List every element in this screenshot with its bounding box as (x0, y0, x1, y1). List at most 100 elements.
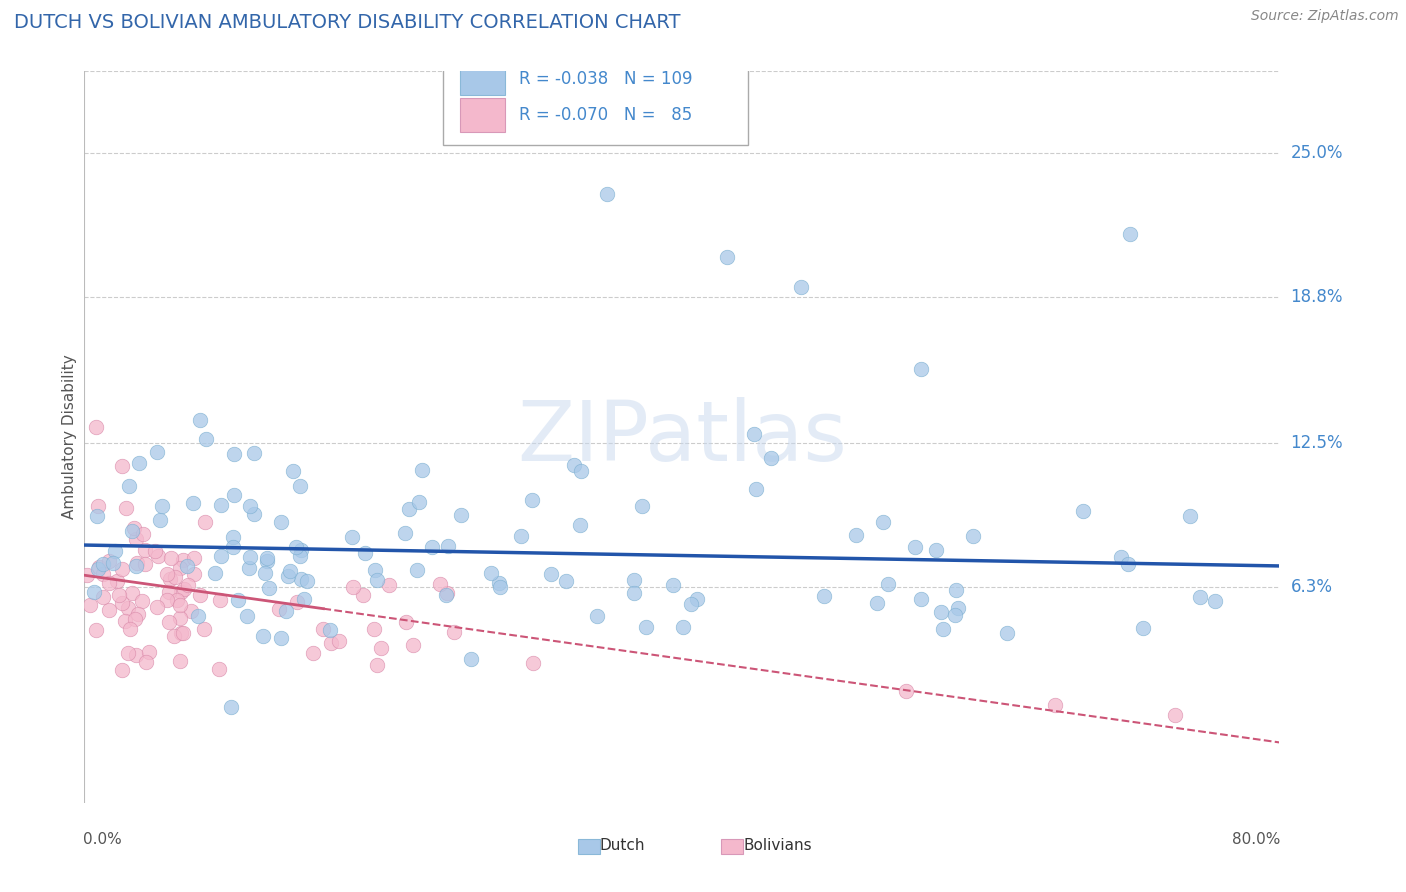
Point (434, 588, 457, 602)
Point (366, 573, 388, 587)
Point (219, 699, 242, 714)
Point (270, 516, 292, 530)
Point (188, 413, 211, 427)
Text: DUTCH VS BOLIVIAN AMBULATORY DISABILITY CORRELATION CHART: DUTCH VS BOLIVIAN AMBULATORY DISABILITY … (14, 13, 681, 32)
FancyBboxPatch shape (460, 98, 505, 132)
Point (193, 622, 215, 636)
Point (183, 551, 205, 566)
Point (134, 557, 156, 571)
Point (156, 567, 179, 582)
Text: 25.0%: 25.0% (1291, 144, 1343, 161)
Point (813, 589, 835, 603)
Point (79, 598, 101, 612)
Point (429, 576, 451, 591)
Point (366, 658, 388, 673)
Point (177, 577, 200, 591)
Point (554, 574, 576, 589)
Point (285, 595, 308, 609)
Point (285, 541, 308, 555)
Point (188, 588, 211, 602)
Point (117, 646, 139, 660)
Point (209, 498, 232, 512)
Text: R = -0.070   N =   85: R = -0.070 N = 85 (519, 106, 693, 124)
Point (436, 586, 458, 600)
Text: 0.0%: 0.0% (83, 832, 122, 847)
Point (716, 250, 738, 264)
Point (239, 499, 262, 513)
Point (104, 544, 127, 558)
Point (744, 426, 766, 441)
Point (623, 585, 645, 599)
Point (169, 654, 191, 668)
Point (194, 515, 217, 529)
Point (845, 528, 868, 542)
Point (378, 578, 401, 592)
Point (1111, 550, 1133, 565)
Point (108, 588, 131, 602)
Point (394, 525, 416, 540)
Point (170, 585, 193, 599)
Point (149, 513, 172, 527)
Text: Source: ZipAtlas.com: Source: ZipAtlas.com (1251, 9, 1399, 23)
Point (84, 624, 107, 638)
Point (340, 530, 363, 544)
Point (91, 591, 114, 605)
Point (121, 524, 143, 539)
Point (319, 624, 342, 638)
Point (634, 620, 657, 634)
Point (562, 458, 585, 472)
Point (910, 361, 932, 376)
Point (872, 515, 894, 529)
Point (283, 463, 305, 477)
Point (236, 608, 259, 623)
Point (1071, 504, 1094, 518)
Point (143, 543, 166, 558)
Point (105, 574, 128, 588)
Point (398, 502, 420, 516)
Point (479, 566, 502, 580)
Point (623, 573, 645, 587)
Point (450, 508, 472, 523)
Point (252, 629, 274, 643)
Text: Bolivians: Bolivians (744, 838, 811, 853)
Point (894, 684, 917, 698)
Point (460, 652, 482, 666)
Point (569, 517, 592, 532)
Point (159, 573, 181, 587)
Point (117, 601, 139, 615)
Point (169, 561, 191, 575)
Point (125, 559, 148, 574)
Point (87, 499, 110, 513)
Point (138, 645, 160, 659)
Point (243, 445, 266, 459)
Point (301, 646, 323, 660)
Point (124, 612, 146, 626)
FancyBboxPatch shape (578, 839, 600, 854)
Point (111, 562, 134, 576)
Point (672, 620, 695, 634)
Point (111, 596, 134, 610)
Point (98, 575, 121, 590)
Text: 18.8%: 18.8% (1291, 287, 1343, 306)
Point (405, 563, 427, 577)
Point (187, 609, 209, 624)
Point (586, 609, 609, 624)
Point (204, 566, 226, 580)
FancyBboxPatch shape (443, 54, 748, 145)
Point (238, 561, 260, 575)
Point (146, 599, 169, 614)
Point (91, 557, 114, 571)
Point (354, 546, 377, 560)
Point (222, 540, 245, 554)
Text: ZIPatlas: ZIPatlas (517, 397, 846, 477)
Point (321, 636, 343, 650)
Point (761, 451, 783, 466)
Point (1045, 698, 1067, 713)
Point (128, 456, 150, 470)
Point (228, 593, 250, 607)
Point (257, 581, 280, 595)
Point (86, 562, 108, 576)
Point (910, 592, 932, 607)
Point (114, 615, 136, 629)
FancyBboxPatch shape (721, 839, 744, 854)
